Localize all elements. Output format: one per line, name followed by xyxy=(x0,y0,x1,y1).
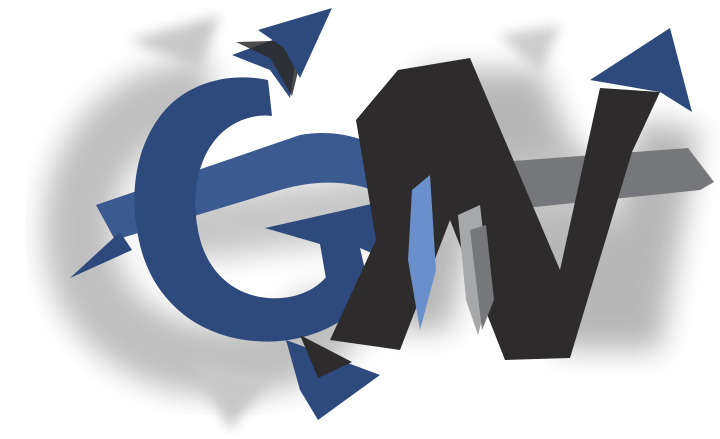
g-arrow-top-blue xyxy=(258,8,332,78)
arrow-bottom-dark xyxy=(300,335,352,378)
blue-ribbon-tail xyxy=(70,232,132,278)
arrow-top-right xyxy=(590,28,692,112)
n-shard-gray-dark xyxy=(470,225,494,330)
letter-g xyxy=(134,77,385,342)
shadow-arrow-right xyxy=(500,25,560,75)
n-shard-blue xyxy=(408,175,436,330)
shadow-arrow-top xyxy=(130,15,220,70)
shadow-arrow-bottom xyxy=(190,360,270,430)
arrow-bottom xyxy=(286,340,380,420)
